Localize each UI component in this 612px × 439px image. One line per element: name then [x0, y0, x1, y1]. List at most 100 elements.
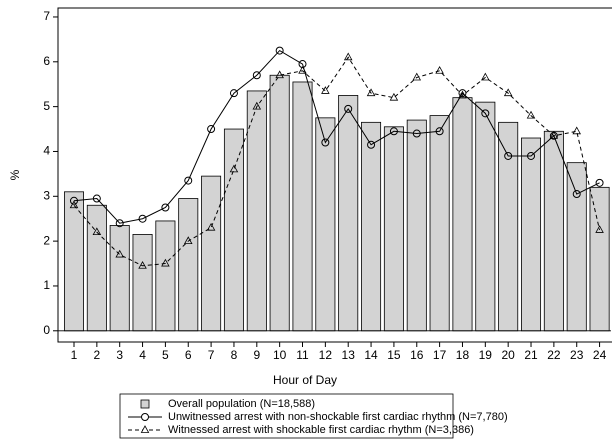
- bar: [452, 97, 473, 332]
- point: [138, 260, 147, 269]
- point: [183, 236, 193, 245]
- point: [138, 214, 147, 223]
- point: [298, 65, 307, 74]
- bar: [155, 220, 176, 332]
- x-tick-label: 16: [410, 348, 424, 362]
- bar: [498, 121, 519, 332]
- legend: Overall population (N=18,588)Unwitnessed…: [128, 398, 508, 436]
- line: [73, 56, 601, 267]
- y-tick-label: 7: [43, 9, 50, 23]
- x-tick-label: 18: [456, 348, 470, 362]
- point: [526, 110, 536, 119]
- bar: [566, 162, 587, 332]
- point: [481, 109, 490, 118]
- point: [161, 203, 170, 212]
- point: [344, 104, 353, 113]
- point: [206, 222, 216, 231]
- x-tick-label: 4: [139, 348, 146, 362]
- x-tick-label: 14: [364, 348, 378, 362]
- point: [389, 127, 398, 136]
- bar: [178, 198, 199, 332]
- point: [115, 219, 124, 228]
- x-tick-label: 7: [208, 348, 215, 362]
- point: [275, 46, 284, 55]
- x-tick-label: 3: [116, 348, 123, 362]
- y-tick-label: 2: [43, 233, 50, 247]
- legend-label: Witnessed arrest with shockable first ca…: [168, 424, 474, 436]
- plot-frame: [57, 7, 612, 343]
- x-tick-label: 6: [185, 348, 192, 362]
- point: [412, 72, 422, 81]
- bar: [521, 137, 542, 332]
- point: [458, 89, 467, 98]
- bar: [109, 225, 130, 332]
- x-tick-label: 13: [342, 348, 356, 362]
- point: [321, 138, 330, 147]
- bar: [201, 175, 222, 332]
- point: [503, 88, 513, 97]
- point: [161, 258, 170, 267]
- x-tick-label: 11: [296, 348, 309, 362]
- y-tick-label: 1: [43, 278, 50, 292]
- y-axis-title: %: [8, 169, 22, 180]
- x-tick-label: 17: [433, 348, 447, 362]
- line: [73, 49, 600, 224]
- point: [367, 140, 376, 149]
- point: [572, 190, 581, 199]
- y-tick-label: 0: [43, 323, 50, 337]
- bar: [429, 115, 450, 332]
- x-tick-label: 22: [547, 348, 561, 362]
- point: [595, 178, 604, 187]
- x-tick-label: 19: [479, 348, 493, 362]
- point: [115, 249, 124, 258]
- bar: [269, 74, 290, 332]
- point: [229, 89, 238, 98]
- point: [252, 71, 261, 80]
- legend-label: Overall population (N=18,588): [168, 398, 315, 410]
- point: [412, 129, 421, 138]
- x-tick-label: 12: [319, 348, 333, 362]
- point: [275, 70, 284, 79]
- bar: [383, 126, 404, 332]
- y-tick-label: 3: [43, 188, 50, 202]
- legend-swatch: [140, 399, 150, 409]
- legend-marker: [141, 413, 149, 421]
- bar: [475, 101, 496, 332]
- point: [343, 52, 353, 61]
- bar: [543, 130, 564, 332]
- point: [92, 227, 102, 236]
- bar: [246, 90, 267, 332]
- bar: [132, 234, 153, 332]
- point: [229, 164, 239, 173]
- point: [92, 194, 101, 203]
- point: [572, 126, 582, 135]
- x-tick-label: 8: [231, 348, 238, 362]
- point: [69, 200, 79, 209]
- point: [366, 88, 376, 97]
- point: [389, 92, 399, 101]
- x-tick-label: 5: [162, 348, 169, 362]
- bar: [589, 186, 610, 332]
- point: [435, 127, 444, 136]
- point: [184, 176, 193, 185]
- point: [504, 151, 513, 160]
- legend-box: [119, 393, 454, 439]
- point: [207, 125, 216, 134]
- point: [252, 101, 262, 110]
- x-tick-label: 24: [593, 348, 607, 362]
- x-axis-title: Hour of Day: [273, 373, 337, 387]
- x-tick-label: 15: [387, 348, 401, 362]
- point: [481, 72, 490, 81]
- point: [321, 86, 330, 94]
- y-tick-label: 6: [43, 54, 50, 68]
- y-tick-label: 4: [43, 144, 50, 158]
- legend-marker: [140, 425, 150, 433]
- point: [69, 196, 78, 205]
- point: [458, 90, 467, 99]
- x-tick-label: 20: [501, 348, 515, 362]
- point: [595, 225, 604, 233]
- y-tick-label: 5: [43, 99, 50, 113]
- legend-label: Unwitnessed arrest with non-shockable fi…: [168, 411, 508, 423]
- bar: [361, 121, 382, 332]
- point: [435, 65, 444, 74]
